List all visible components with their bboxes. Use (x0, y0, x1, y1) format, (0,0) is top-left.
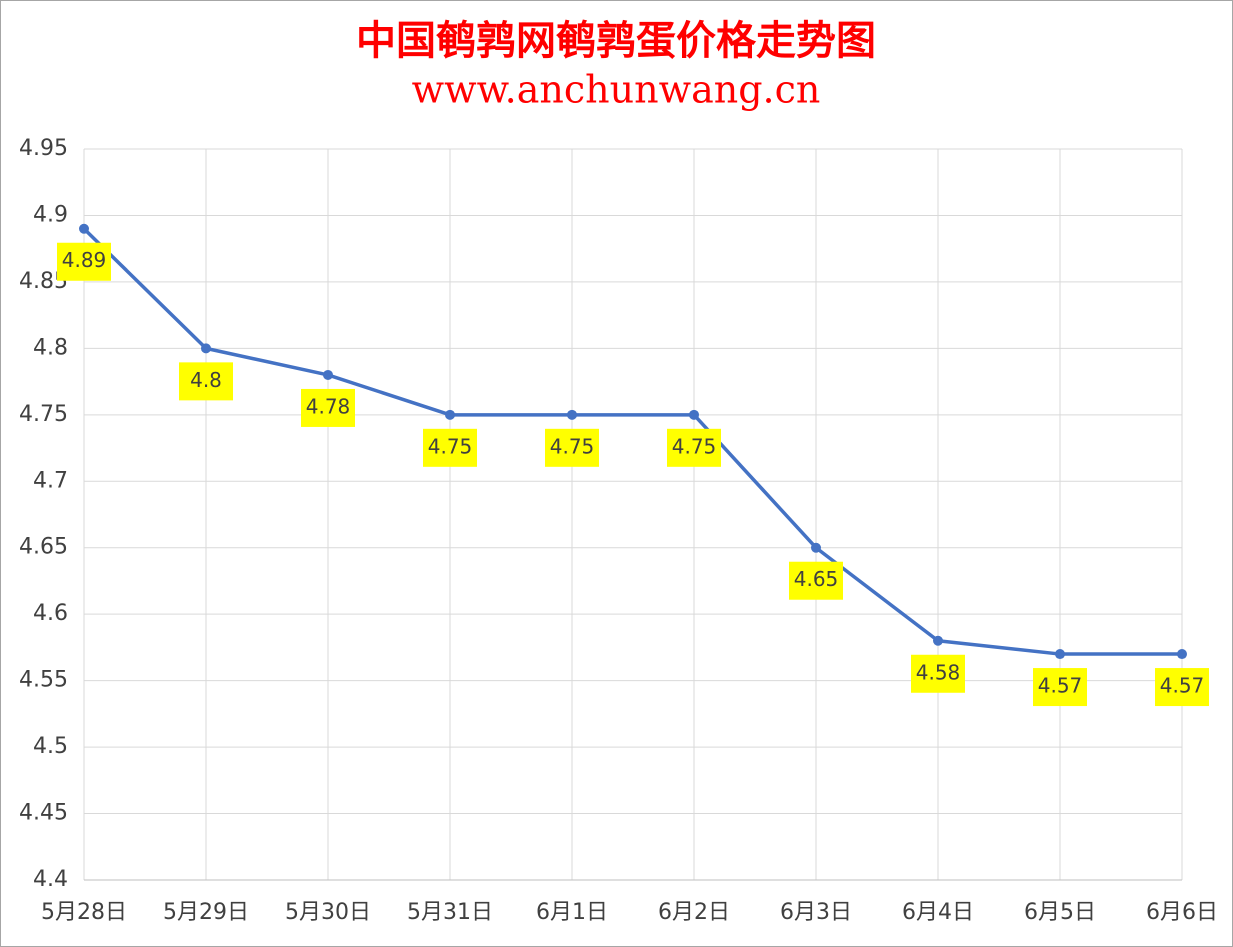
x-tick-label: 6月1日 (536, 900, 608, 925)
data-label: 4.75 (428, 434, 473, 458)
y-tick-label: 4.65 (19, 535, 68, 560)
x-tick-label: 6月3日 (780, 900, 852, 925)
x-tick-label: 6月4日 (902, 900, 974, 925)
data-point (567, 409, 577, 420)
data-label: 4.65 (794, 567, 839, 591)
series-line (82, 227, 1182, 656)
x-tick-label: 5月30日 (285, 900, 371, 925)
y-tick-label: 4.75 (19, 402, 68, 427)
y-tick-label: 4.5 (33, 734, 68, 759)
label-background (1033, 668, 1087, 707)
data-point (689, 409, 699, 420)
chart-subtitle: www.anchunwang.cn (412, 68, 821, 112)
data-point (323, 369, 333, 380)
x-tick-label: 6月6日 (1146, 900, 1218, 925)
y-tick-label: 4.6 (33, 601, 68, 626)
data-point (933, 635, 943, 646)
label-background (57, 242, 111, 281)
data-label: 4.75 (672, 434, 717, 458)
chart-title: 中国鹌鹑网鹌鹑蛋价格走势图 (356, 17, 876, 64)
label-background (179, 362, 233, 401)
data-point (79, 223, 89, 234)
label-background (301, 388, 355, 427)
label-background (789, 561, 843, 600)
data-label: 4.89 (62, 248, 107, 272)
y-tick-label: 4.95 (19, 136, 68, 161)
x-tick-label: 5月31日 (407, 900, 493, 925)
label-background (545, 428, 599, 467)
y-tick-label: 4.55 (19, 668, 68, 693)
data-label: 4.75 (550, 434, 595, 458)
data-point (201, 343, 211, 354)
y-tick-label: 4.4 (33, 867, 68, 892)
x-tick-label: 6月5日 (1024, 900, 1096, 925)
x-tick-label: 6月2日 (658, 900, 730, 925)
y-tick-label: 4.9 (33, 202, 68, 227)
data-point (1177, 649, 1187, 660)
x-tick-label: 5月28日 (41, 900, 127, 925)
label-background (667, 428, 721, 467)
data-label: 4.57 (1038, 674, 1083, 698)
data-point (445, 409, 455, 420)
data-label: 4.78 (306, 394, 351, 418)
y-tick-label: 4.45 (19, 801, 68, 826)
y-tick-label: 4.8 (33, 335, 68, 360)
label-background (911, 654, 965, 693)
data-label: 4.8 (190, 368, 222, 392)
x-tick-label: 5月29日 (163, 900, 249, 925)
data-label: 4.58 (916, 660, 961, 684)
y-tick-label: 4.7 (33, 468, 68, 493)
data-label: 4.57 (1160, 674, 1205, 698)
label-background (1155, 668, 1209, 707)
label-background (423, 428, 477, 467)
data-point (1055, 649, 1065, 660)
data-point (811, 542, 821, 553)
